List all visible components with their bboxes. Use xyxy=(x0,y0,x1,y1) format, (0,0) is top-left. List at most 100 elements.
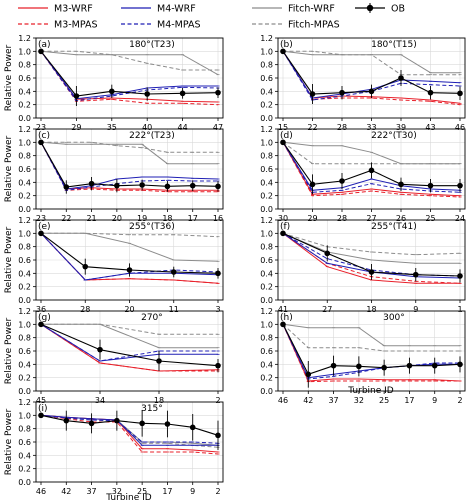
point-marker-ob xyxy=(139,420,145,427)
y-tick-label: 1.0 xyxy=(18,411,31,420)
point-marker-ob xyxy=(63,417,70,424)
point-marker-ob xyxy=(170,269,177,275)
y-tick-label: 0.4 xyxy=(18,360,31,369)
y-tick-label: 0.2 xyxy=(18,465,31,474)
panel-title: 222°(T23) xyxy=(129,131,175,141)
point-marker-ob xyxy=(164,183,171,190)
legend-item-ob: OB xyxy=(355,3,405,15)
x-tick-label: 35 xyxy=(107,123,117,132)
x-tick-label: 17 xyxy=(404,396,414,405)
y-tick-label: 1.0 xyxy=(260,138,273,147)
x-tick-label: 18 xyxy=(366,305,376,314)
point-marker-ob xyxy=(38,48,44,55)
y-tick-label: 0.2 xyxy=(18,192,31,201)
x-tick-label: 22 xyxy=(307,123,317,132)
x-tick-label: 25 xyxy=(425,214,435,223)
chart-panel-8: 0.0 0.2 0.4 0.6 0.8 1.0 1.2 46 42 37 32 25 17 9 2 (i) 31… xyxy=(18,398,224,496)
y-tick-label: 0.0 xyxy=(18,387,31,396)
y-tick-label: 0.8 xyxy=(260,243,273,252)
point-marker-ob xyxy=(431,362,438,369)
x-tick-label: 37 xyxy=(328,396,338,405)
y-tick-label: 0.8 xyxy=(260,61,273,70)
point-marker-ob xyxy=(457,90,463,97)
y-tick-label: 1.0 xyxy=(18,229,31,238)
x-tick-label: 2 xyxy=(215,396,220,405)
legend-item-m4_wrf: M4-WRF xyxy=(121,4,196,15)
point-marker-ob xyxy=(73,93,80,99)
series-line-fitch_mpas xyxy=(282,323,460,352)
y-tick-label: 0.4 xyxy=(18,451,31,460)
x-tick-label: 46 xyxy=(36,487,46,496)
point-marker-ob xyxy=(368,269,375,275)
series-line-m3_wrf xyxy=(40,323,219,372)
panel-letter: (c) xyxy=(38,131,50,141)
x-tick-label: 34 xyxy=(95,396,105,405)
point-marker-ob xyxy=(38,230,44,237)
y-tick-label: 0.8 xyxy=(260,334,273,343)
x-tick-label: 36 xyxy=(36,305,46,314)
chart-panel-5: 0.0 0.2 0.4 0.6 0.8 1.0 1.2 41 27 18 9 1 (f) 255°(T41… xyxy=(260,216,466,314)
y-tick-label: 0.8 xyxy=(18,152,31,161)
chart-panel-0: 0.0 0.2 0.4 0.6 0.8 1.0 1.2 23 29 35 40 44 47 (a) 180°… xyxy=(18,34,224,132)
series-line-m4_wrf xyxy=(282,324,460,379)
y-tick-label: 0.6 xyxy=(260,347,273,356)
x-tick-label: 28 xyxy=(80,305,90,314)
y-tick-label: 1.0 xyxy=(18,47,31,56)
y-tick-label: 1.0 xyxy=(260,47,273,56)
point-marker-ob xyxy=(88,180,95,187)
legend-item-m4_mpas: M4-MPAS xyxy=(121,20,201,31)
x-tick-label: 21 xyxy=(86,214,96,223)
x-tick-label: 9 xyxy=(432,396,437,405)
panel-letter: (g) xyxy=(38,313,51,323)
point-marker-ob xyxy=(144,91,150,97)
series-line-fitch_mpas xyxy=(41,50,218,71)
panel-letter: (i) xyxy=(38,404,48,414)
y-tick-label: 0.2 xyxy=(260,192,273,201)
y-tick-label: 0.0 xyxy=(18,296,31,305)
y-tick-label: 0.0 xyxy=(18,478,31,487)
point-marker-ob xyxy=(457,361,463,368)
legend-label-fitch_mpas: Fitch-MPAS xyxy=(288,20,340,31)
x-tick-label: 24 xyxy=(455,214,465,223)
point-marker-ob xyxy=(215,270,221,277)
y-tick-label: 1.0 xyxy=(18,138,31,147)
y-tick-label: 1.0 xyxy=(260,229,273,238)
y-tick-label: 1.2 xyxy=(260,216,273,225)
y-tick-label: 1.2 xyxy=(260,307,273,316)
x-tick-label: 33 xyxy=(366,123,376,132)
point-marker-ob xyxy=(38,412,44,419)
x-tick-label: 17 xyxy=(188,214,198,223)
x-tick-label: 40 xyxy=(142,123,152,132)
y-tick-label: 0.0 xyxy=(260,387,273,396)
y-tick-label: 0.0 xyxy=(260,205,273,214)
x-tick-label: 32 xyxy=(354,396,364,405)
y-tick-label: 0.8 xyxy=(260,152,273,161)
x-tick-label: 28 xyxy=(337,123,347,132)
x-tick-label: 30 xyxy=(278,214,288,223)
panel-letter: (f) xyxy=(280,222,290,232)
point-marker-ob xyxy=(38,139,44,146)
series-line-fitch_mpas xyxy=(282,232,461,256)
series-line-m4_wrf xyxy=(40,323,218,362)
x-tick-label: 11 xyxy=(169,305,179,314)
y-tick-label: 0.6 xyxy=(260,256,273,265)
panel-title: 300° xyxy=(383,313,405,323)
legend: M3-WRF M4-WRF Fitch-WRF OB M3-MPAS M4-MPAS Fit… xyxy=(18,3,405,31)
y-tick-label: 0.2 xyxy=(18,283,31,292)
series-line-m3_wrf xyxy=(282,324,461,382)
point-marker-ob xyxy=(114,182,120,189)
point-marker-ob xyxy=(97,346,103,353)
y-tick-label: 1.2 xyxy=(18,34,31,43)
x-tick-label: 23 xyxy=(36,123,46,132)
x-tick-label: 46 xyxy=(278,396,288,405)
series-line-m4_wrf xyxy=(40,142,219,190)
x-tick-label: 25 xyxy=(137,487,147,496)
series-line-fitch_mpas xyxy=(41,141,218,153)
y-tick-label: 0.2 xyxy=(18,101,31,110)
y-tick-label: 0.2 xyxy=(18,374,31,383)
y-tick-label: 1.2 xyxy=(18,125,31,134)
panel-title: 270° xyxy=(141,313,163,323)
legend-item-m3_mpas: M3-MPAS xyxy=(18,20,98,31)
x-tick-label: 20 xyxy=(112,214,122,223)
